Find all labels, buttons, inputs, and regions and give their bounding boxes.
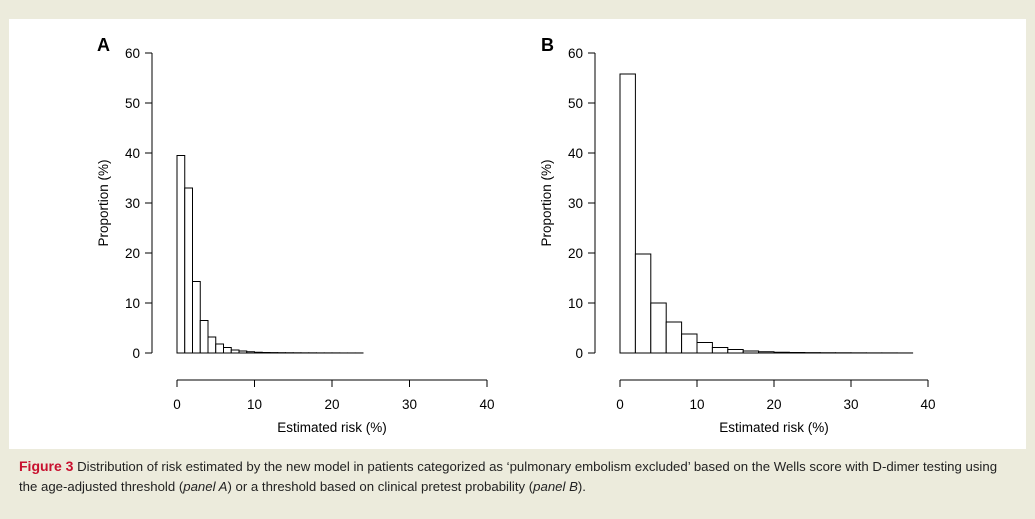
caption-text-1: Distribution of risk estimated by the ne… (19, 459, 998, 494)
histogram-bar (192, 281, 201, 354)
y-tick-label: 40 (568, 146, 583, 161)
panel-label: A (97, 35, 110, 55)
y-tick-label: 40 (125, 146, 140, 161)
x-tick-label: 0 (173, 397, 181, 412)
chart-panel-a: A 0 10 20 30 40 50 60 0 10 20 30 40 Estimated risk (%… (96, 35, 495, 435)
y-tick-label: 30 (125, 196, 140, 211)
figure-caption: Figure 3 Distribution of risk estimated … (19, 456, 1019, 497)
caption-text-3: ). (577, 479, 586, 494)
histogram-bar (207, 336, 217, 354)
x-axis-title: Estimated risk (%) (277, 420, 387, 435)
x-tick-label: 20 (766, 397, 781, 412)
histogram-bar (619, 73, 636, 354)
figure-panel: A 0 10 20 30 40 50 60 0 10 20 30 40 Estimated risk (%… (9, 19, 1026, 449)
histogram-bar (727, 349, 744, 354)
x-tick-label: 30 (843, 397, 858, 412)
histogram-bar (711, 347, 729, 354)
y-tick-label: 0 (132, 346, 140, 361)
y-axis-title: Proportion (%) (539, 159, 554, 246)
histogram-bar (665, 321, 683, 354)
y-tick-label: 0 (575, 346, 583, 361)
y-tick-label: 50 (568, 96, 583, 111)
x-tick-label: 30 (402, 397, 417, 412)
histogram-bar (199, 320, 209, 354)
x-tick-label: 0 (616, 397, 624, 412)
y-tick-label: 60 (568, 46, 583, 61)
y-tick-label: 20 (125, 246, 140, 261)
histogram-bar (223, 347, 232, 354)
y-tick-label: 20 (568, 246, 583, 261)
x-tick-label: 10 (247, 397, 262, 412)
caption-text-2: ) or a threshold based on clinical prete… (227, 479, 534, 494)
chart-panel-b: B 0 10 20 30 40 50 60 0 10 20 30 40 Estimated risk (%… (539, 35, 936, 435)
histogram-bar (215, 343, 224, 354)
y-tick-label: 60 (125, 46, 140, 61)
x-tick-label: 40 (479, 397, 494, 412)
histogram-bar (696, 342, 713, 354)
histogram-bar (176, 155, 186, 354)
caption-panel-a: panel A (183, 479, 228, 494)
y-axis-title: Proportion (%) (96, 159, 111, 246)
x-tick-label: 40 (920, 397, 935, 412)
charts-svg: A 0 10 20 30 40 50 60 0 10 20 30 40 Estimated risk (%… (96, 35, 936, 435)
x-tick-label: 10 (689, 397, 704, 412)
y-tick-label: 10 (125, 296, 140, 311)
histogram-bar (650, 302, 667, 354)
caption-label: Figure 3 (19, 458, 74, 474)
x-axis-title: Estimated risk (%) (719, 420, 829, 435)
y-tick-label: 30 (568, 196, 583, 211)
x-tick-label: 20 (324, 397, 339, 412)
y-tick-label: 10 (568, 296, 583, 311)
histogram-bar (634, 253, 652, 354)
histogram-bar (681, 333, 698, 354)
y-tick-label: 50 (125, 96, 140, 111)
histogram-bar (184, 187, 193, 354)
panel-label: B (541, 35, 554, 55)
caption-panel-b: panel B (533, 479, 578, 494)
